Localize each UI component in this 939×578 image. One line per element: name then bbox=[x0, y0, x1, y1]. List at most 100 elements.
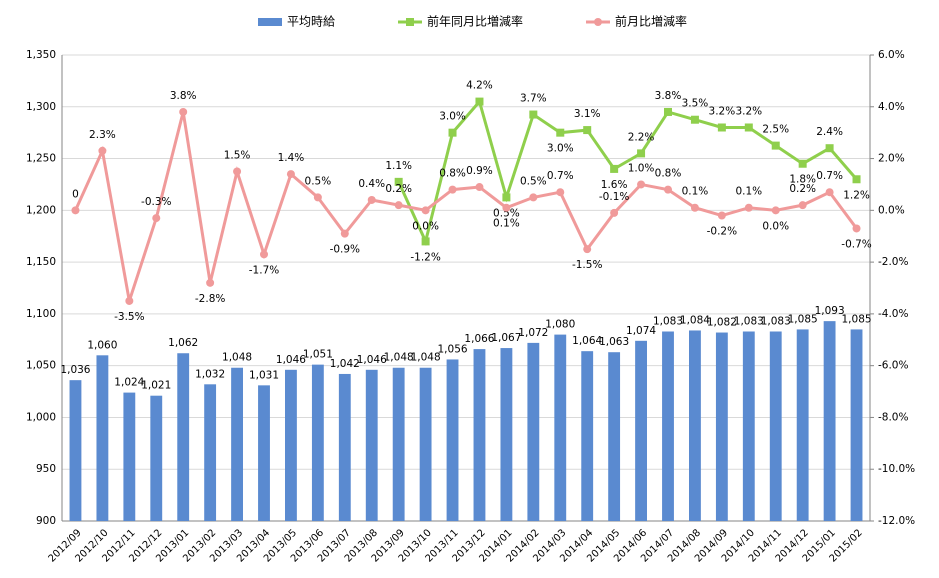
marker bbox=[771, 206, 780, 215]
marker bbox=[637, 149, 646, 158]
bar bbox=[608, 352, 621, 521]
marker bbox=[260, 250, 268, 259]
bar bbox=[769, 331, 782, 521]
marker bbox=[583, 245, 592, 254]
data-label: 1,085 bbox=[842, 313, 872, 325]
bar bbox=[258, 385, 270, 521]
data-label: 3.2% bbox=[709, 105, 736, 117]
marker bbox=[421, 206, 430, 215]
bar bbox=[715, 332, 728, 521]
marker bbox=[664, 107, 672, 116]
y2-tick-label: -10.0% bbox=[878, 463, 915, 475]
y-tick-label: 1,000 bbox=[26, 411, 56, 423]
marker bbox=[717, 123, 726, 132]
bar bbox=[500, 348, 513, 521]
y2-tick-label: 2.0% bbox=[878, 153, 905, 165]
data-label: 1,031 bbox=[249, 369, 279, 381]
data-label: 0.2% bbox=[789, 183, 816, 195]
bar bbox=[446, 359, 459, 521]
y2-tick-label: 4.0% bbox=[878, 101, 905, 113]
data-label: 1,048 bbox=[222, 352, 252, 364]
data-label: 0.4% bbox=[358, 178, 385, 190]
marker bbox=[206, 278, 215, 287]
marker bbox=[556, 128, 565, 137]
marker bbox=[690, 203, 699, 212]
bar bbox=[177, 353, 190, 521]
data-label: 2.4% bbox=[816, 126, 843, 138]
marker bbox=[98, 146, 107, 155]
marker bbox=[825, 188, 834, 197]
marker bbox=[583, 126, 592, 135]
marker bbox=[179, 107, 188, 116]
data-label: 3.8% bbox=[170, 90, 197, 102]
y-tick-label: 1,100 bbox=[26, 308, 56, 320]
data-label: 3.8% bbox=[655, 90, 682, 102]
data-label: 0.1% bbox=[493, 218, 520, 230]
data-label: 1.6% bbox=[601, 179, 628, 191]
marker bbox=[394, 177, 403, 186]
data-label: 1.4% bbox=[278, 152, 305, 164]
data-label: 1.0% bbox=[628, 162, 655, 174]
marker bbox=[502, 193, 511, 202]
data-label: 1,083 bbox=[653, 315, 683, 327]
bar bbox=[311, 364, 324, 521]
marker bbox=[475, 97, 484, 106]
data-label: 1,067 bbox=[491, 332, 521, 344]
bar bbox=[527, 342, 540, 521]
data-label: -0.9% bbox=[330, 244, 360, 256]
y2-tick-label: -6.0% bbox=[878, 360, 908, 372]
bar bbox=[662, 331, 674, 521]
marker bbox=[852, 175, 861, 184]
bar bbox=[473, 349, 486, 521]
data-label: -0.7% bbox=[841, 238, 871, 250]
marker bbox=[637, 180, 646, 189]
y2-tick-label: 0.0% bbox=[878, 204, 905, 216]
marker bbox=[744, 203, 753, 212]
bar bbox=[123, 392, 136, 521]
bar bbox=[96, 355, 109, 521]
y2-tick-label: -8.0% bbox=[878, 411, 908, 423]
line bbox=[74, 111, 858, 302]
data-label: 1,093 bbox=[815, 305, 845, 317]
data-label: 0.7% bbox=[547, 170, 574, 182]
data-label: 2.2% bbox=[628, 131, 655, 143]
data-label: 3.7% bbox=[520, 93, 547, 105]
y-tick-label: 1,300 bbox=[26, 101, 56, 113]
marker bbox=[421, 237, 430, 246]
bar bbox=[69, 380, 82, 521]
data-label: 1.8% bbox=[789, 174, 816, 186]
data-label: -2.8% bbox=[195, 293, 225, 305]
data-label: -1.2% bbox=[410, 251, 440, 263]
data-label: 0.2% bbox=[385, 183, 412, 195]
data-label: 1,083 bbox=[761, 315, 791, 327]
data-label: -0.2% bbox=[707, 226, 737, 238]
marker bbox=[529, 193, 538, 202]
data-label: 1,083 bbox=[734, 315, 764, 327]
marker bbox=[313, 193, 322, 202]
bar bbox=[742, 331, 755, 521]
data-label: 1,062 bbox=[168, 337, 198, 349]
data-label: 3.0% bbox=[547, 143, 574, 155]
data-label: 1,082 bbox=[707, 317, 737, 329]
marker bbox=[717, 211, 726, 220]
marker bbox=[610, 208, 619, 217]
legend-label: 前月比増減率 bbox=[615, 14, 687, 29]
data-label: 1,056 bbox=[438, 343, 468, 355]
data-label: 3.5% bbox=[682, 98, 709, 110]
data-label: 1,036 bbox=[60, 364, 90, 376]
data-label: 1,063 bbox=[599, 336, 629, 348]
y2-tick-label: -4.0% bbox=[878, 308, 908, 320]
legend-swatch bbox=[258, 18, 282, 26]
y-tick-label: 900 bbox=[36, 515, 56, 527]
data-label: 1,048 bbox=[384, 352, 414, 364]
data-label: 3.0% bbox=[439, 111, 466, 123]
y2-tick-label: -2.0% bbox=[878, 256, 908, 268]
marker bbox=[798, 159, 807, 168]
marker bbox=[448, 128, 457, 137]
data-label: 1.2% bbox=[843, 189, 870, 201]
bar bbox=[796, 329, 809, 521]
marker bbox=[825, 144, 834, 153]
data-label: 2.3% bbox=[89, 129, 116, 141]
data-label: 0.1% bbox=[735, 186, 762, 198]
